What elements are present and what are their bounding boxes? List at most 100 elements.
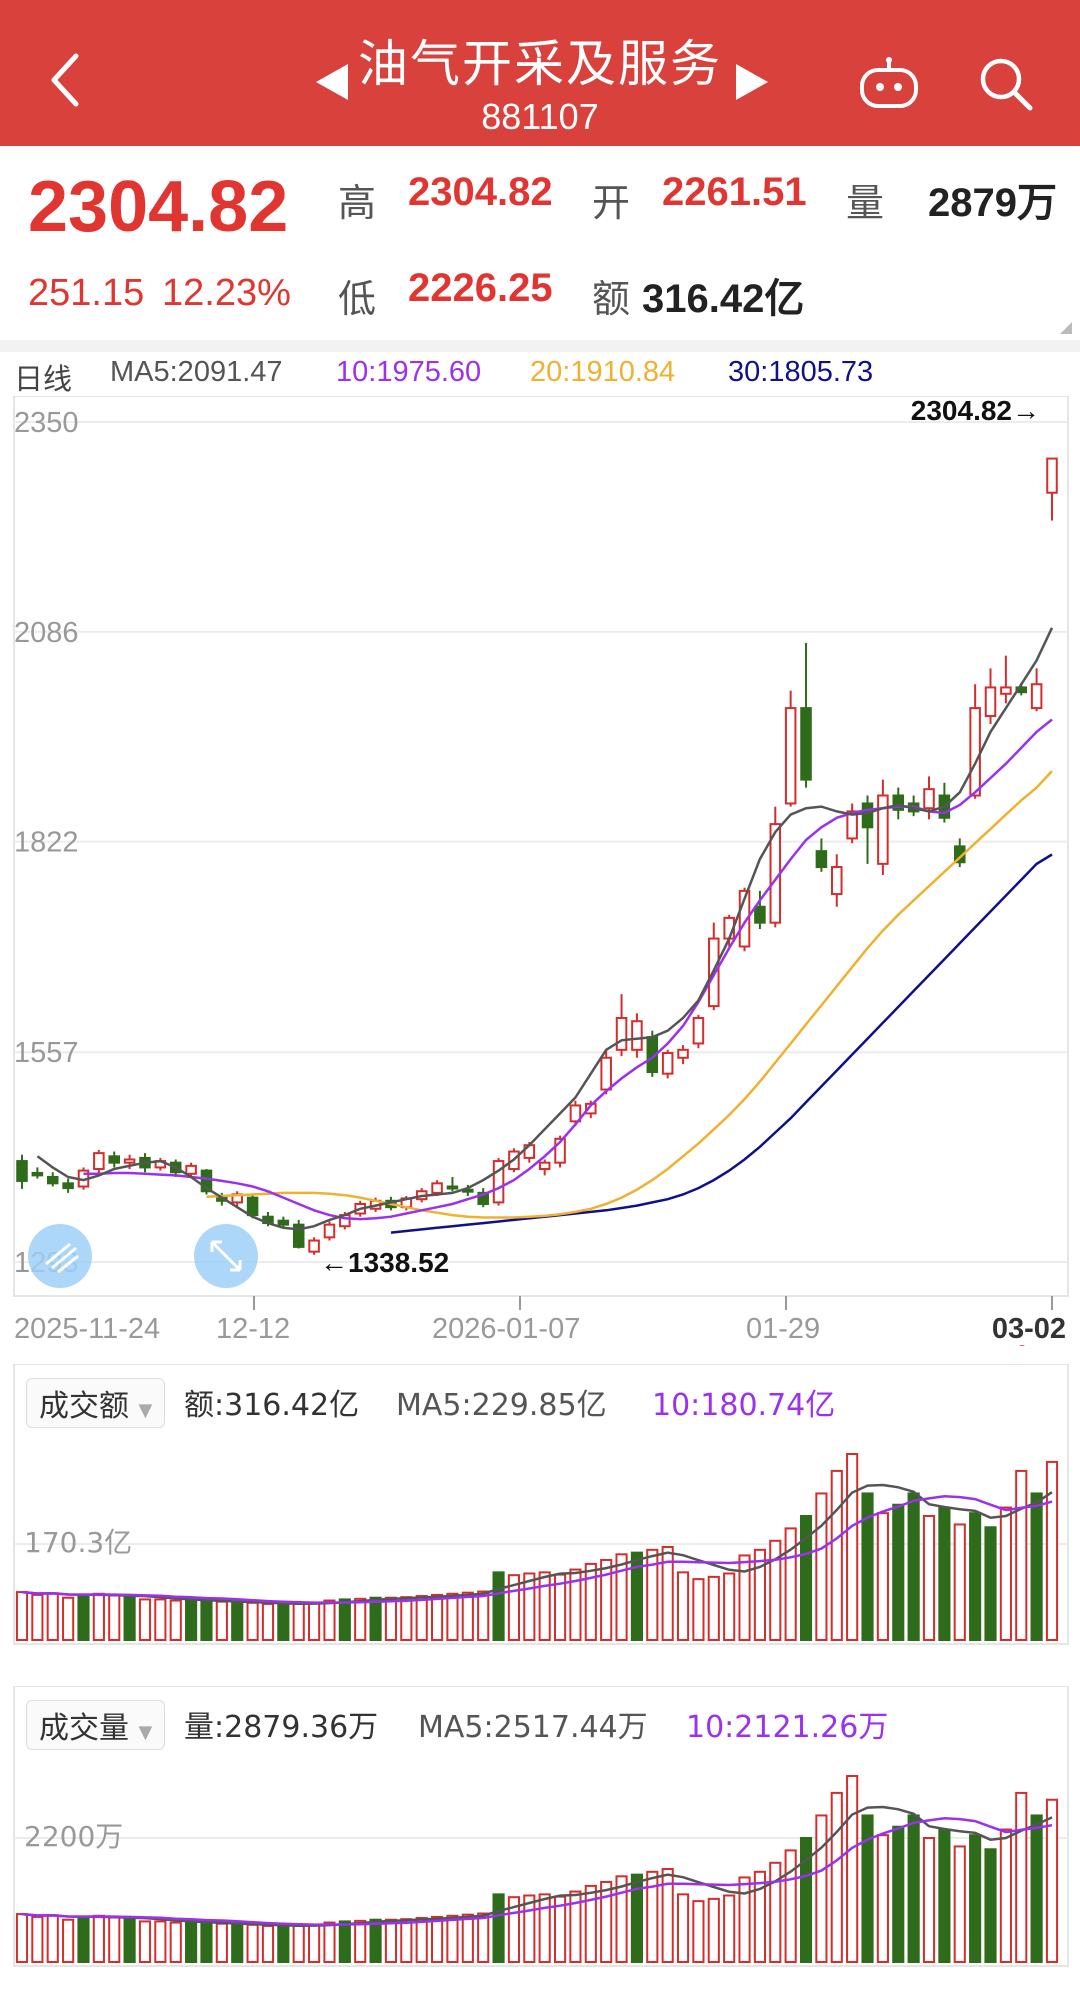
volume-bar — [799, 1515, 813, 1641]
period-label[interactable]: 日线 — [14, 362, 73, 396]
volume-bar — [646, 1870, 659, 1963]
candle-body — [93, 1152, 105, 1171]
expand-corner-icon[interactable] — [1060, 322, 1072, 334]
volume-bar — [538, 1893, 551, 1963]
search-icon[interactable] — [976, 54, 1036, 114]
volume-bar — [169, 1599, 182, 1641]
volume-bar — [723, 1572, 736, 1641]
candle-body — [292, 1223, 305, 1248]
volume-bar — [1030, 1814, 1043, 1963]
volume-bar — [477, 1912, 490, 1963]
volume-bar — [753, 1548, 766, 1641]
volume-bar — [123, 1596, 136, 1641]
volume-bar — [876, 1512, 889, 1642]
y-tick-label: 2200万 — [24, 1820, 123, 1853]
volume-bar — [431, 1915, 444, 1963]
volume-bar — [123, 1918, 136, 1963]
current-date-dot — [1019, 1345, 1025, 1346]
robot-assistant-icon[interactable] — [858, 56, 920, 110]
volume-bar — [415, 1595, 428, 1641]
volume-bar — [738, 1876, 751, 1963]
x-tick-label: 2025-11-24 — [14, 1313, 160, 1345]
amount-bar-chart[interactable]: 170.3亿 — [0, 1364, 1080, 1664]
volume-bar — [15, 1913, 29, 1964]
candle-body — [492, 1160, 505, 1204]
candle-body — [738, 889, 751, 948]
volume-bar — [753, 1870, 766, 1963]
back-arrow-icon[interactable] — [46, 50, 86, 110]
volume-bar — [415, 1917, 428, 1963]
volume-today: 量:2879.36万 — [184, 1710, 379, 1745]
volume-bar — [600, 1880, 613, 1963]
candle-body — [831, 866, 843, 896]
amount-ma10-line — [21, 1495, 1053, 1604]
volume-label: 量 — [846, 181, 885, 225]
open-label: 开 — [592, 181, 631, 225]
volume-bar — [384, 1918, 398, 1964]
volume-bar — [1045, 1798, 1059, 1963]
volume-panel-selector[interactable]: 成交量 ▼ — [26, 1700, 166, 1750]
volume-bar — [784, 1849, 797, 1963]
volume-bar — [477, 1590, 490, 1641]
amount-ma5-line — [21, 1483, 1053, 1605]
dropdown-arrow-icon: ▼ — [138, 1722, 153, 1743]
candle-body — [16, 1160, 28, 1182]
app-header: 油气开采及服务 881107 — [0, 0, 1080, 146]
candle-body — [246, 1196, 259, 1217]
previous-stock-icon[interactable] — [316, 64, 348, 100]
volume-bar — [261, 1924, 275, 1964]
volume-bar — [292, 1924, 305, 1964]
candle-body — [200, 1169, 213, 1193]
volume-bar — [600, 1558, 613, 1641]
volume-bar — [769, 1539, 782, 1641]
scroll-left-button — [28, 1224, 92, 1288]
volume-bar — [338, 1920, 351, 1963]
next-stock-icon[interactable] — [736, 64, 768, 100]
candle-body — [923, 788, 935, 810]
volume-bar — [922, 1837, 936, 1963]
y-tick-label: 2086 — [14, 617, 79, 649]
low-value: 2226.25 — [408, 266, 553, 310]
amount-panel-selector[interactable]: 成交额 ▼ — [26, 1378, 166, 1428]
volume-bar — [523, 1894, 536, 1963]
candle-body — [323, 1223, 336, 1239]
volume-bar — [461, 1591, 474, 1641]
candle-body — [661, 1051, 674, 1075]
open-value: 2261.51 — [662, 170, 807, 214]
y-tick-label: 1822 — [14, 827, 79, 859]
volume-bar — [984, 1848, 997, 1963]
volume-bar — [200, 1922, 213, 1964]
candle-body — [846, 810, 858, 840]
volume-bar — [1045, 1460, 1059, 1641]
volume-bar — [185, 1599, 198, 1641]
volume-bar — [308, 1923, 321, 1964]
volume-bar — [277, 1603, 290, 1641]
volume-bar — [953, 1845, 966, 1963]
volume-bar — [646, 1548, 659, 1641]
volume-bar — [984, 1526, 997, 1641]
y-tick-label: 1557 — [14, 1037, 79, 1069]
candle-body — [446, 1185, 459, 1190]
candle-body — [615, 1017, 628, 1051]
candle-body — [46, 1175, 59, 1185]
volume-bar — [876, 1834, 889, 1964]
volume-bar — [938, 1828, 951, 1963]
candlestick-chart[interactable]: 235020861822155712932304.82→←1338.522025… — [0, 396, 1080, 1346]
volume-bar — [815, 1492, 828, 1641]
candle-body — [877, 794, 889, 865]
volume-bar — [892, 1503, 905, 1641]
volume-bar-chart[interactable]: 2200万 — [0, 1686, 1080, 2002]
x-tick-label: 01-29 — [746, 1313, 820, 1345]
volume-bar — [507, 1574, 521, 1642]
volume-bar — [830, 1469, 843, 1641]
volume-bar — [261, 1602, 275, 1642]
volume-bar — [707, 1575, 720, 1641]
candle-body — [31, 1171, 44, 1177]
volume-bar — [846, 1453, 859, 1641]
volume-bar — [584, 1562, 597, 1641]
x-tick-label: 03-02 — [992, 1313, 1066, 1345]
x-tick-label: 2026-01-07 — [432, 1313, 580, 1345]
candle-body — [431, 1182, 443, 1194]
amount-ma5: MA5:229.85亿 — [396, 1388, 607, 1423]
volume-bar — [138, 1598, 152, 1641]
